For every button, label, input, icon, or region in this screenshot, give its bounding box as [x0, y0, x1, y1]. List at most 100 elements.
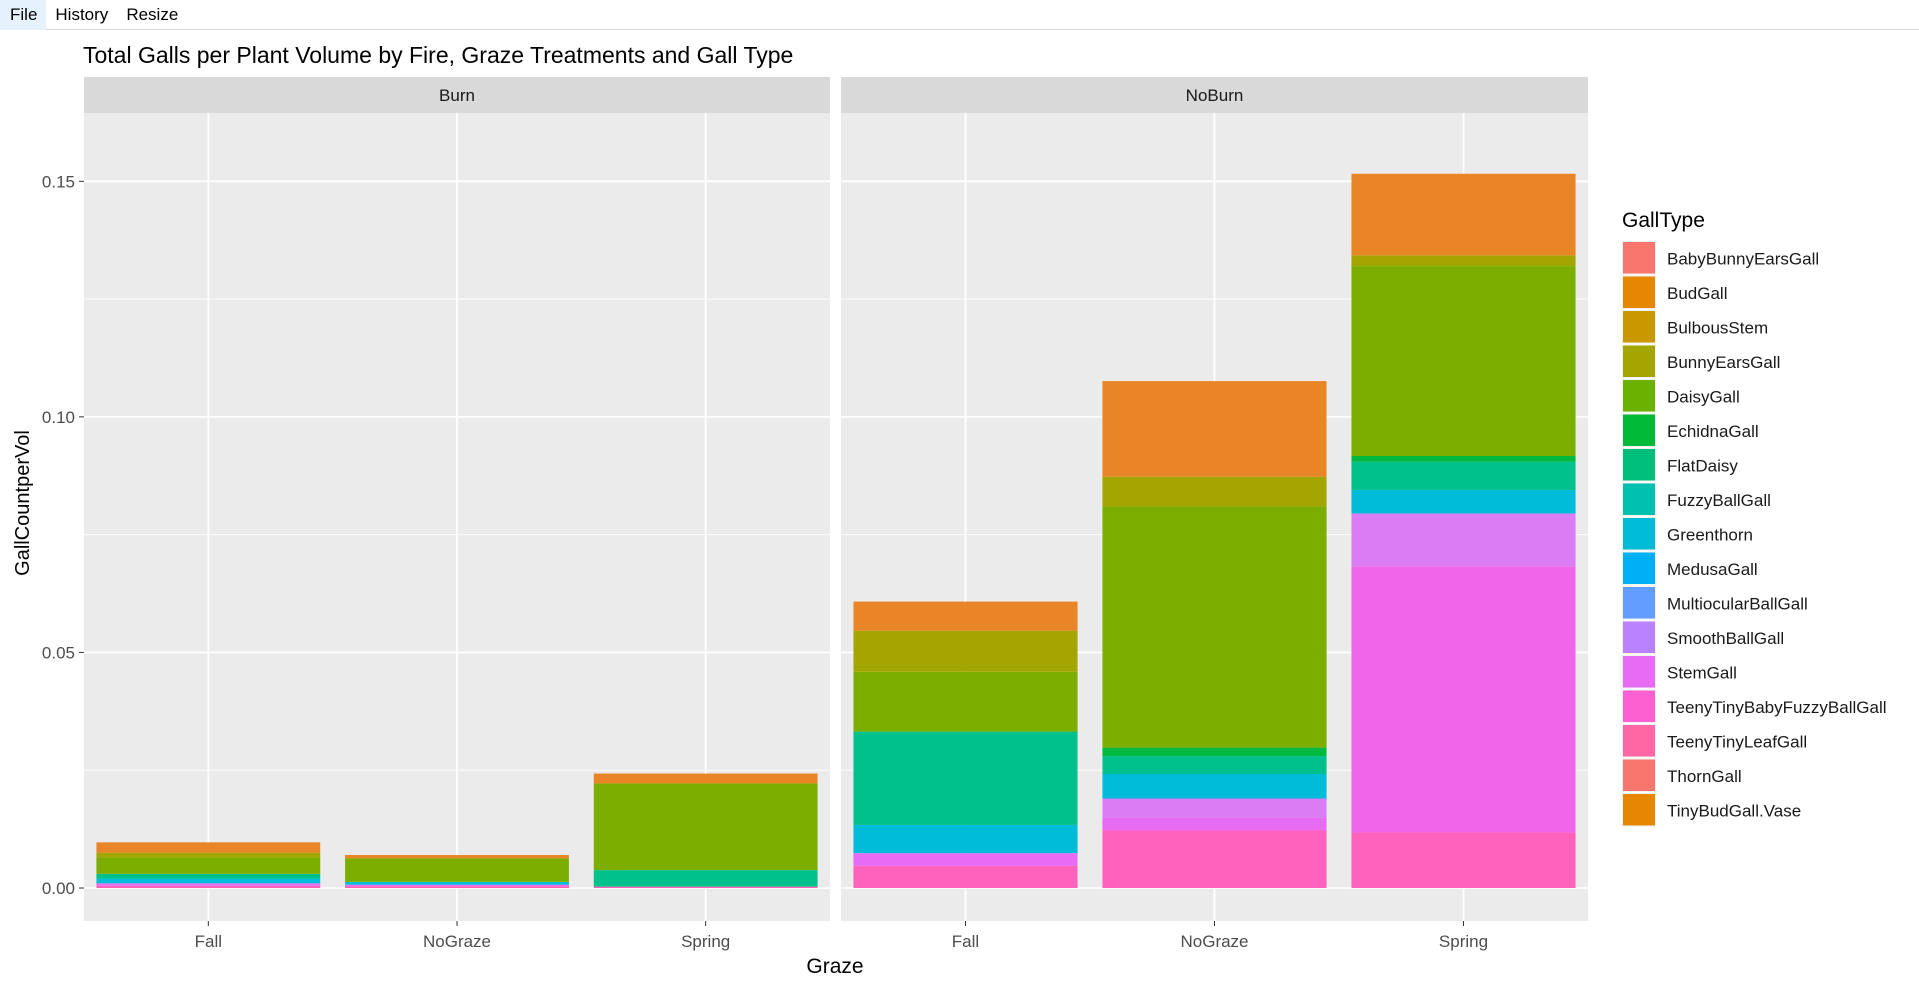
legend-key-swatch: [1623, 311, 1655, 343]
bar-segment-stemgall: [1351, 513, 1576, 567]
legend-item: FuzzyBallGall: [1622, 482, 1771, 516]
bar-segment-daisygall: [96, 857, 321, 874]
y-axis: 0.00 0.05 0.10 0.15: [42, 172, 84, 898]
facet-strip: [84, 77, 830, 113]
legend-label: BulbousStem: [1667, 318, 1768, 337]
legend-key-swatch: [1623, 794, 1655, 826]
bar-segment-daisygall: [593, 783, 818, 871]
bar-segment-teenytinybabyfuzzyballgall: [1351, 566, 1576, 833]
stacked-bar-noburn-fall: [853, 601, 1078, 889]
legend-item: SmoothBallGall: [1622, 620, 1784, 654]
legend-item: BabyBunnyEarsGall: [1622, 241, 1819, 275]
legend-key-swatch: [1623, 759, 1655, 791]
legend-label: FlatDaisy: [1667, 456, 1738, 475]
legend-label: BabyBunnyEarsGall: [1667, 249, 1819, 268]
bar-segment-flatdaisy: [1351, 455, 1576, 462]
bar-segment-teenytinyleafgall: [853, 865, 1078, 889]
bar-segment-budgall: [1351, 173, 1576, 256]
y-tick-label: 0.00: [42, 879, 75, 898]
bar-segment-teenytinyleafgall: [1102, 830, 1327, 889]
bar-segment-fuzzyballgall: [1102, 756, 1327, 775]
legend-label: SmoothBallGall: [1667, 629, 1784, 648]
legend-item: MedusaGall: [1622, 551, 1758, 585]
bar-segment-stemgall: [1102, 798, 1327, 818]
legend-key-swatch: [1623, 621, 1655, 653]
x-tick-label: Fall: [952, 932, 979, 951]
facet-panel-noburn: NoBurn Fall NoGraze Spring: [841, 77, 1588, 951]
legend-label: BunnyEarsGall: [1667, 353, 1780, 372]
legend: BabyBunnyEarsGall BudGall BulbousStem Bunny…: [1622, 241, 1887, 827]
bar-segment-teenytinyleafgall: [345, 886, 569, 889]
bar-segment-bunnyearsgall: [853, 630, 1078, 672]
legend-label: TinyBudGall.Vase: [1667, 801, 1801, 820]
legend-key-swatch: [1623, 380, 1655, 412]
legend-item: BulbousStem: [1622, 310, 1768, 344]
x-tick-label: NoGraze: [423, 932, 491, 951]
stacked-bar-burn-fall: [96, 842, 321, 889]
legend-title: GallType: [1622, 209, 1705, 232]
bar-segment-budgall: [853, 601, 1078, 631]
legend-item: MultiocularBallGall: [1622, 586, 1808, 620]
bar-segment-fuzzyballgall: [96, 873, 321, 879]
x-tick-label: Spring: [681, 932, 730, 951]
bar-segment-teenytinybabyfuzzyballgall: [1102, 817, 1327, 831]
legend-label: EchidnaGall: [1667, 422, 1759, 441]
bar-segment-budgall: [345, 855, 569, 859]
bar-segment-bunnyearsgall: [96, 852, 321, 858]
bar-segment-teenytinybabyfuzzyballgall: [853, 853, 1078, 866]
bar-segment-daisygall: [345, 858, 569, 882]
legend-label: BudGall: [1667, 284, 1727, 303]
bar-segment-bunnyearsgall: [1351, 255, 1576, 267]
menu-file[interactable]: File: [0, 0, 47, 30]
y-tick-label: 0.10: [42, 408, 75, 427]
y-tick-label: 0.05: [42, 643, 75, 662]
legend-label: Greenthorn: [1667, 525, 1753, 544]
bar-segment-teenytinybabyfuzzyballgall: [96, 883, 321, 886]
legend-item: TeenyTinyLeafGall: [1622, 724, 1807, 758]
legend-label: TeenyTinyBabyFuzzyBallGall: [1667, 698, 1887, 717]
legend-item: BunnyEarsGall: [1622, 344, 1780, 378]
bar-segment-teenytinyleafgall: [96, 885, 321, 889]
legend-label: TeenyTinyLeafGall: [1667, 732, 1807, 751]
bar-segment-medusagall: [1102, 774, 1327, 799]
plot-area: Total Galls per Plant Volume by Fire, Gr…: [0, 31, 1919, 978]
bar-segment-daisygall: [1102, 506, 1327, 748]
legend-label: DaisyGall: [1667, 387, 1740, 406]
stacked-bar-burn-spring: [593, 773, 818, 889]
legend-key-swatch: [1623, 725, 1655, 757]
bar-segment-flatdaisy: [1102, 747, 1327, 757]
legend-item: Greenthorn: [1622, 517, 1753, 551]
bar-segment-fuzzyballgall: [1351, 461, 1576, 490]
stacked-bar-noburn-spring: [1351, 173, 1576, 889]
facets-layer: Burn Fall NoGraze Spring NoBurn Fall NoGraze Sp…: [42, 77, 1588, 951]
legend-item: FlatDaisy: [1622, 448, 1738, 482]
legend-item: StemGall: [1622, 655, 1737, 689]
bar-segment-medusagall: [853, 824, 1078, 854]
y-tick-label: 0.15: [42, 172, 75, 191]
legend-label: ThornGall: [1667, 767, 1742, 786]
bar-segment-fuzzyballgall: [593, 870, 818, 887]
x-tick-label: Spring: [1439, 932, 1488, 951]
legend-key-swatch: [1623, 518, 1655, 550]
bar-segment-medusagall: [1351, 489, 1576, 514]
legend-key-swatch: [1623, 552, 1655, 584]
legend-key-swatch: [1623, 690, 1655, 722]
x-axis-label: Graze: [806, 955, 863, 978]
legend-key-swatch: [1623, 276, 1655, 308]
bar-segment-teenytinyleafgall: [1351, 832, 1576, 889]
legend-item: TinyBudGall.Vase: [1622, 793, 1801, 827]
bar-segment-budgall: [96, 842, 321, 853]
menu-history[interactable]: History: [55, 4, 109, 24]
legend-item: EchidnaGall: [1622, 413, 1759, 447]
legend-label: FuzzyBallGall: [1667, 491, 1771, 510]
bar-segment-budgall: [593, 773, 818, 784]
bar-segment-bunnyearsgall: [1102, 476, 1327, 507]
facet-strip-label: Burn: [439, 86, 475, 105]
facet-panel-burn: Burn Fall NoGraze Spring: [84, 77, 830, 951]
legend-item: TeenyTinyBabyFuzzyBallGall: [1622, 689, 1887, 723]
x-tick-label: Fall: [195, 932, 222, 951]
bar-segment-medusagall: [96, 878, 321, 884]
legend-key-swatch: [1623, 414, 1655, 446]
menu-resize[interactable]: Resize: [126, 4, 179, 24]
bar-segment-fuzzyballgall: [853, 731, 1078, 825]
